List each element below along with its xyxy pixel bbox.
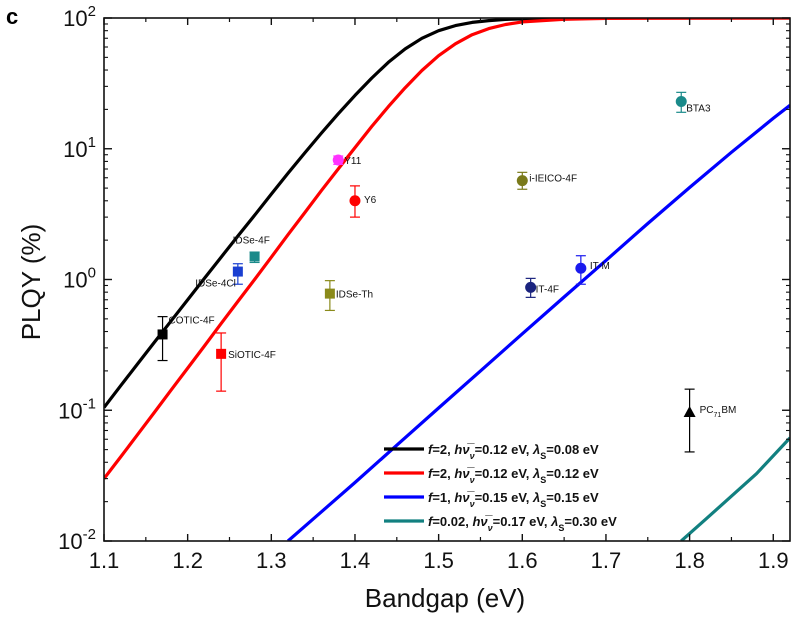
legend-entry-1: f=2, hν̅ν=0.12 eV, λS=0.08 eV	[384, 442, 599, 461]
x-tick-label: 1.1	[89, 548, 120, 573]
point-label: IDSe-4Cl	[195, 279, 236, 290]
data-point	[575, 262, 587, 274]
legend-label: f=1, hν̅ν=0.15 eV, λS=0.15 eV	[428, 490, 599, 509]
legend-label: f=0.02, hν̅ν=0.17 eV, λS=0.30 eV	[428, 514, 617, 533]
point-label: IT-4F	[536, 284, 559, 295]
point-group-12	[683, 388, 696, 453]
legend-entry-3: f=1, hν̅ν=0.15 eV, λS=0.15 eV	[384, 490, 599, 509]
x-tick-label: 1.6	[507, 548, 538, 573]
series-line-1	[104, 18, 790, 409]
x-axis: 1.1 1.2 1.3 1.4 1.5 1.6 1.7 1.8 1.9	[89, 18, 789, 573]
data-point	[683, 405, 696, 417]
point-label: Y6	[364, 195, 377, 206]
point-label: COTIC-4F	[169, 315, 215, 326]
x-tick-label: 1.2	[172, 548, 203, 573]
point-group-11	[675, 91, 687, 113]
y-tick-label: 102	[63, 3, 96, 31]
data-point	[249, 251, 260, 262]
point-group-8	[516, 171, 528, 190]
point-label: PC71BM	[700, 405, 737, 419]
point-group-7	[349, 185, 361, 218]
legend-label: f=2, hν̅ν=0.12 eV, λS=0.12 eV	[428, 466, 599, 485]
series-line-4	[680, 436, 790, 541]
legend-label: f=2, hν̅ν=0.12 eV, λS=0.08 eV	[428, 442, 599, 461]
point-group-2	[216, 332, 227, 392]
data-point	[332, 154, 344, 166]
data-point	[525, 281, 537, 293]
x-axis-title: Bandgap (eV)	[365, 583, 525, 613]
x-tick-label: 1.5	[423, 548, 454, 573]
data-point	[349, 195, 361, 207]
curves	[104, 18, 790, 541]
point-label: IDSe-Th	[336, 290, 373, 301]
panel-letter: c	[6, 4, 18, 29]
y-tick-label: 101	[63, 134, 96, 162]
y-tick-label: 10-1	[58, 395, 96, 423]
x-tick-label: 1.4	[340, 548, 371, 573]
point-label: SiOTIC-4F	[228, 350, 276, 361]
point-label: IT-M	[590, 261, 610, 272]
x-tick-label: 1.3	[256, 548, 287, 573]
point-group-5	[324, 280, 335, 312]
point-label: IDSe-4F	[233, 235, 270, 246]
y-axis-title: PLQY (%)	[16, 224, 46, 341]
y-axis: 10-2 10-1 100 101 102	[58, 3, 790, 554]
point-group-6	[332, 154, 344, 166]
point-group-10	[575, 255, 587, 285]
series-line-2	[104, 18, 790, 480]
legend-entry-2: f=2, hν̅ν=0.12 eV, λS=0.12 eV	[384, 466, 599, 485]
data-point	[157, 329, 168, 340]
data-point	[216, 348, 227, 359]
point-label: i-IEICO-4F	[529, 174, 577, 185]
data-point	[324, 288, 335, 299]
y-tick-label: 100	[63, 265, 96, 293]
point-group-9	[525, 277, 537, 298]
point-label: Y11	[344, 156, 361, 167]
point-group-4	[249, 251, 260, 264]
data-points	[157, 91, 696, 453]
point-label: BTA3	[686, 103, 711, 114]
point-group-3	[232, 263, 243, 285]
data-point	[675, 95, 687, 107]
plot-area: COTIC-4F SiOTIC-4F IDSe-4Cl IDSe-4F IDSe-Th Y…	[104, 18, 790, 541]
x-tick-label: 1.7	[591, 548, 622, 573]
legend: f=2, hν̅ν=0.12 eV, λS=0.08 eV f=2, hν̅ν=0…	[384, 442, 617, 533]
x-tick-label: 1.9	[758, 548, 789, 573]
point-labels: COTIC-4F SiOTIC-4F IDSe-4Cl IDSe-4F IDSe-Th Y…	[169, 103, 737, 418]
series-line-3	[286, 104, 790, 541]
legend-entry-4: f=0.02, hν̅ν=0.17 eV, λS=0.30 eV	[384, 514, 617, 533]
data-point	[232, 266, 243, 277]
point-group-1	[157, 316, 168, 362]
y-tick-label: 10-2	[58, 526, 96, 554]
x-tick-label: 1.8	[674, 548, 705, 573]
data-point	[516, 175, 528, 187]
